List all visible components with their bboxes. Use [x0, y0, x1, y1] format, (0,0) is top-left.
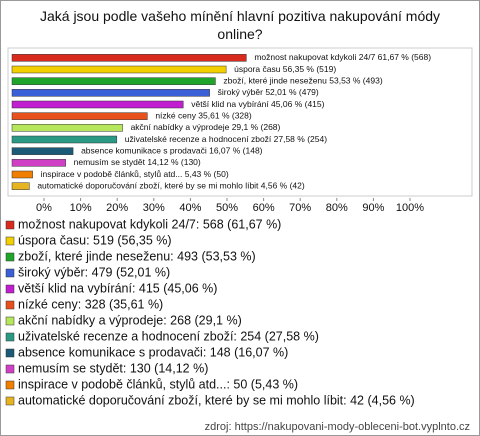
x-tick-label: 20%	[106, 202, 128, 214]
legend-label: možnost nakupovat kdykoli 24/7: 568 (61,…	[18, 217, 281, 231]
bar	[11, 182, 30, 190]
legend-swatch	[5, 300, 15, 310]
legend-label: široký výběr: 479 (52,01 %)	[18, 265, 170, 279]
value-label: automatické doporučování zboží, které by…	[37, 180, 305, 190]
legend-label: akční nabídky a výprodeje: 268 (29,1 %)	[18, 313, 242, 327]
legend-swatch	[5, 332, 15, 342]
legend-swatch	[5, 396, 15, 406]
x-tick-label: 90%	[362, 202, 384, 214]
bar	[11, 54, 247, 62]
bar	[11, 65, 227, 74]
value-label: inspirace v podobě článků, stylů atd... …	[41, 169, 229, 179]
bar	[11, 112, 148, 120]
legend-swatch	[5, 380, 15, 390]
legend-swatch	[5, 252, 15, 262]
value-label: větší klid na vybírání 45,06 % (415)	[191, 99, 324, 109]
legend-label: uživatelské recenze a hodnocení zboží: 2…	[18, 329, 319, 343]
legend-label: absence komunikace s prodavači: 148 (16,…	[18, 345, 288, 359]
plot-area	[7, 47, 473, 197]
legend-label: inspirace v podobě článků, stylů atd...:…	[18, 377, 298, 391]
bar	[11, 77, 216, 85]
bar	[11, 147, 74, 155]
value-label: možnost nakupovat kdykoli 24/7 61,67 % (…	[254, 52, 431, 62]
value-label: akční nabídky a výprodeje 29,1 % (268)	[131, 122, 281, 132]
bar	[11, 89, 210, 97]
legend-label: nízké ceny: 328 (35,61 %)	[18, 297, 163, 311]
legend-swatch	[5, 316, 15, 326]
chart-title: Jaká jsou podle vašeho mínění hlavní poz…	[40, 8, 440, 42]
x-tick-label: 40%	[179, 202, 201, 214]
x-tick-label: 100%	[396, 202, 424, 214]
x-tick-label: 0%	[36, 202, 52, 214]
value-label: úspora času 56,35 % (519)	[234, 64, 336, 74]
value-label: zboží, které jinde neseženu 53,53 % (493…	[223, 75, 382, 85]
bar	[11, 124, 123, 132]
legend-label: zboží, které jinde neseženu: 493 (53,53 …	[18, 249, 256, 263]
bar	[11, 100, 184, 109]
legend-swatch	[5, 348, 15, 358]
bar	[11, 159, 66, 167]
x-tick-label: 70%	[289, 202, 311, 214]
x-tick-label: 60%	[253, 202, 275, 214]
source: zdroj: https://nakupovani-mody-obleceni-…	[205, 421, 470, 433]
legend-label: nemusím se stydět: 130 (14,12 %)	[18, 361, 208, 375]
x-tick-label: 30%	[143, 202, 165, 214]
legend-swatch	[5, 284, 15, 294]
bar	[11, 135, 118, 144]
x-tick-label: 80%	[326, 202, 348, 214]
value-label: uživatelské recenze a hodnocení zboží 27…	[125, 134, 327, 144]
x-tick-label: 10%	[70, 202, 92, 214]
bar	[11, 170, 33, 179]
legend-label: větší klid na vybírání: 415 (45,06 %)	[18, 281, 217, 295]
legend-swatch	[5, 364, 15, 374]
legend-swatch	[5, 268, 15, 278]
legend-swatch	[5, 236, 15, 246]
value-label: nízké ceny 35,61 % (328)	[155, 110, 252, 120]
legend-label: úspora času: 519 (56,35 %)	[18, 233, 172, 247]
value-label: nemusím se stydět 14,12 % (130)	[74, 157, 201, 167]
value-label: absence komunikace s prodavači 16,07 % (…	[81, 145, 263, 155]
legend-swatch	[5, 220, 15, 230]
legend-label: automatické doporučování zboží, které by…	[18, 393, 415, 407]
x-tick-label: 50%	[216, 202, 238, 214]
value-label: široký výběr 52,01 % (479)	[218, 87, 319, 97]
